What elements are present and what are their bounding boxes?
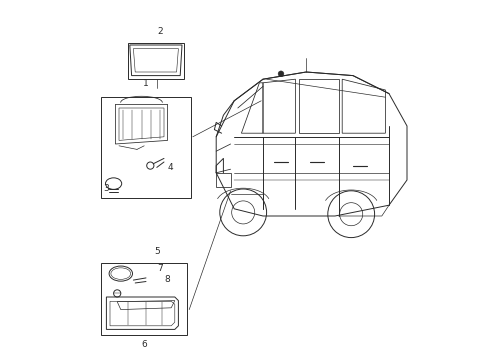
Bar [101, 97, 191, 198]
Text: 3: 3 [103, 184, 109, 193]
Bar [101, 263, 187, 335]
Text: 6: 6 [141, 340, 147, 349]
Text: 5: 5 [154, 247, 160, 256]
Text: 1: 1 [143, 79, 149, 88]
Text: 2: 2 [158, 27, 163, 36]
Circle shape [278, 71, 284, 77]
Text: 7: 7 [157, 264, 163, 273]
Bar [128, 43, 184, 79]
Text: 8: 8 [164, 275, 170, 284]
Text: 4: 4 [168, 163, 173, 172]
